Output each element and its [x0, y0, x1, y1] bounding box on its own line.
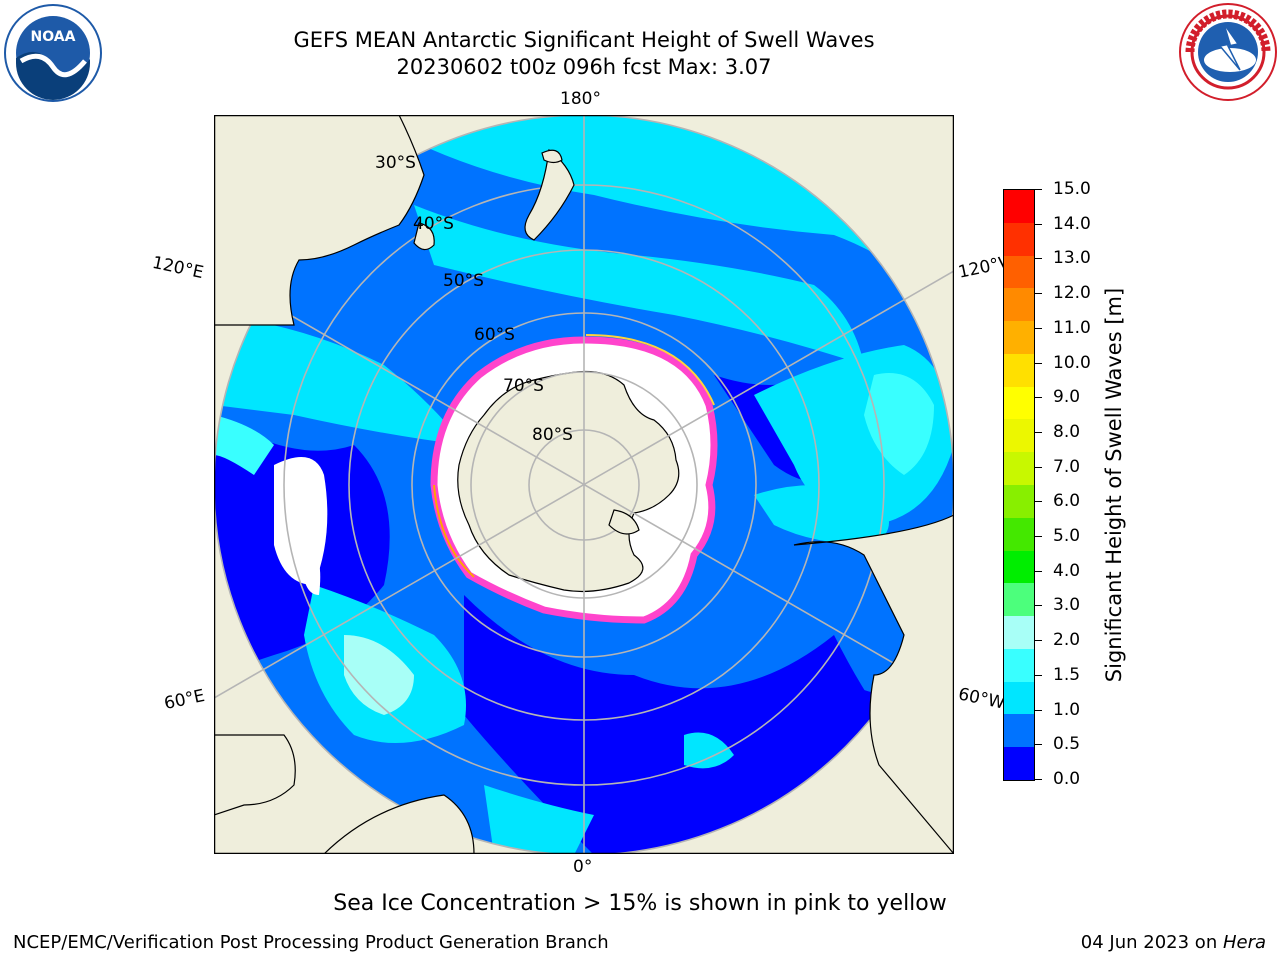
colorbar-tick-label: 12.0: [1053, 283, 1091, 304]
noaa-logo: NOAA: [4, 4, 102, 102]
colorbar-title: Significant Height of Swell Waves [m]: [1102, 287, 1126, 683]
colorbar-tick-label: 1.0: [1053, 699, 1081, 720]
colorbar-tick-mark: [1034, 397, 1042, 399]
footer-branch: NCEP/EMC/Verification Post Processing Pr…: [13, 932, 609, 953]
colorbar-segment: [1004, 517, 1034, 552]
longitude-gridlines: [214, 115, 954, 854]
colorbar-tick-label: 14.0: [1053, 213, 1091, 234]
lon-label-60e: 60°E: [162, 685, 207, 715]
map-title: GEFS MEAN Antarctic Significant Height o…: [293, 28, 875, 52]
footer-date: 04 Jun 2023 on Hera: [1081, 932, 1266, 953]
colorbar-tick-mark: [1034, 362, 1042, 364]
colorbar-tick-label: 7.0: [1053, 456, 1081, 477]
colorbar: [1003, 189, 1035, 781]
noaa-logo-text: NOAA: [31, 29, 76, 45]
map-frame: [214, 115, 954, 854]
colorbar-segment: [1004, 452, 1034, 486]
colorbar-tick-label: 13.0: [1053, 248, 1091, 269]
colorbar-segment: [1004, 255, 1034, 289]
colorbar-segment: [1004, 288, 1034, 322]
colorbar-tick-mark: [1034, 189, 1042, 190]
colorbar-tick-mark: [1034, 536, 1042, 538]
colorbar-tick-mark: [1034, 293, 1042, 295]
continents: [214, 115, 954, 854]
colorbar-tick-mark: [1034, 258, 1042, 260]
colorbar-tick-mark: [1034, 674, 1042, 676]
colorbar-tick-mark: [1034, 640, 1042, 642]
colorbar-segment: [1004, 222, 1034, 257]
antarctica-landmass: [457, 370, 680, 593]
colorbar-segment: [1004, 648, 1034, 683]
footer-host: Hera: [1222, 932, 1266, 953]
colorbar-segment: [1004, 747, 1034, 781]
colorbar-segment: [1004, 190, 1034, 224]
lat-label-50s: 50°S: [443, 271, 484, 291]
colorbar-segment: [1004, 485, 1034, 519]
colorbar-tick-label: 6.0: [1053, 491, 1081, 512]
colorbar-tick-mark: [1034, 605, 1042, 607]
colorbar-tick-mark: [1034, 223, 1042, 225]
colorbar-segment: [1004, 419, 1034, 453]
lon-label-60w: 60°W: [956, 684, 1007, 714]
nws-logo: [1179, 3, 1277, 101]
lon-label-180: 180°: [560, 89, 601, 109]
colorbar-tick-mark: [1034, 501, 1042, 503]
lon-label-0: 0°: [573, 857, 593, 877]
colorbar-segment: [1004, 583, 1034, 617]
colorbar-tick-label: 5.0: [1053, 526, 1081, 547]
colorbar-tick-label: 3.0: [1053, 595, 1081, 616]
sea-ice-note: Sea Ice Concentration > 15% is shown in …: [333, 891, 947, 916]
colorbar-segment: [1004, 321, 1034, 355]
colorbar-segment: [1004, 550, 1034, 584]
footer-date-text: 04 Jun 2023 on: [1080, 932, 1223, 953]
colorbar-tick-label: 4.0: [1053, 560, 1081, 581]
lat-label-60s: 60°S: [474, 325, 515, 345]
colorbar-tick-mark: [1034, 779, 1042, 780]
colorbar-tick-label: 11.0: [1053, 317, 1091, 338]
polar-map: [214, 115, 954, 854]
lat-label-40s: 40°S: [413, 214, 454, 234]
colorbar-tick-mark: [1034, 570, 1042, 572]
colorbar-tick-label: 9.0: [1053, 387, 1081, 408]
colorbar-segment: [1004, 386, 1034, 420]
colorbar-tick-label: 15.0: [1053, 179, 1091, 199]
colorbar-tick-label: 10.0: [1053, 352, 1091, 373]
colorbar-tick-label: 0.5: [1053, 734, 1081, 755]
colorbar-tick-mark: [1034, 744, 1042, 746]
colorbar-tick-label: 2.0: [1053, 630, 1081, 651]
lon-label-120e: 120°E: [150, 252, 206, 284]
colorbar-tick-label: 8.0: [1053, 421, 1081, 442]
lat-label-70s: 70°S: [503, 376, 544, 396]
colorbar-segment: [1004, 616, 1034, 650]
colorbar-tick-mark: [1034, 431, 1042, 433]
map-subtitle: 20230602 t00z 096h fcst Max: 3.07: [396, 55, 772, 79]
colorbar-tick-mark: [1034, 466, 1042, 468]
colorbar-segment: [1004, 353, 1034, 388]
colorbar-tick-mark: [1034, 709, 1042, 711]
colorbar-tick-label: 0.0: [1053, 769, 1081, 789]
lat-label-80s: 80°S: [532, 425, 573, 445]
lat-label-30s: 30°S: [375, 153, 416, 173]
colorbar-segment: [1004, 714, 1034, 748]
colorbar-tick-label: 1.5: [1053, 664, 1081, 685]
colorbar-tick-mark: [1034, 327, 1042, 329]
colorbar-segment: [1004, 681, 1034, 715]
